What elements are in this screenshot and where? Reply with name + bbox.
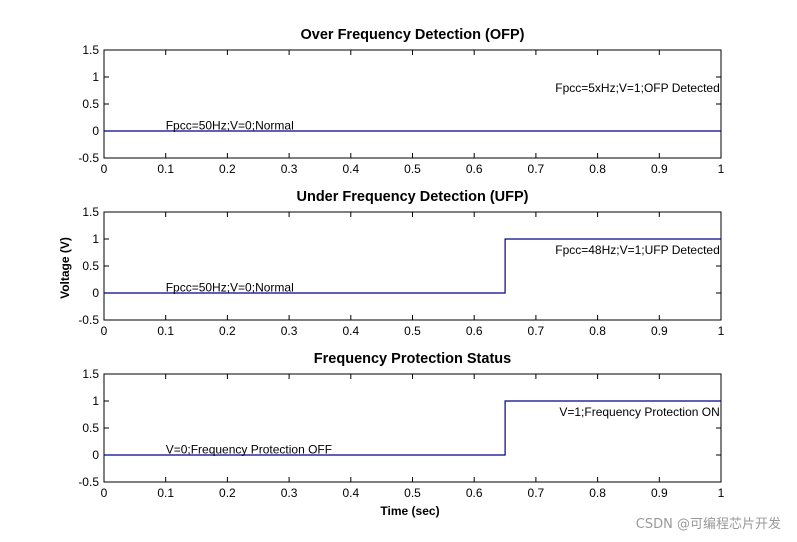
x-tick-label: 1 xyxy=(718,324,725,338)
x-tick-label: 0.1 xyxy=(157,324,174,338)
x-tick-label: 0 xyxy=(101,162,108,176)
y-tick-label: -0.5 xyxy=(78,151,99,165)
x-tick-label: 0.1 xyxy=(157,486,174,500)
annotation-label: Fpcc=5xHz;V=1;OFP Detected xyxy=(555,81,720,95)
y-tick-label: -0.5 xyxy=(78,475,99,489)
subplot-title: Over Frequency Detection (OFP) xyxy=(301,27,525,43)
x-tick-label: 0.9 xyxy=(651,162,668,176)
x-tick-label: 0.8 xyxy=(589,486,606,500)
annotation-label: V=0;Frequency Protection OFF xyxy=(166,443,332,457)
y-tick-label: -0.5 xyxy=(78,313,99,327)
annotation-label: Fpcc=50Hz;V=0;Normal xyxy=(166,119,294,133)
x-tick-label: 0 xyxy=(101,486,108,500)
subplot-3: Frequency Protection Status 0 0.1 0.2 0.3 0.4… xyxy=(78,351,724,500)
annotation-label: V=1;Frequency Protection ON xyxy=(559,405,719,419)
x-tick-label: 0.2 xyxy=(219,162,236,176)
x-tick-label: 0.3 xyxy=(281,324,298,338)
signal-line xyxy=(104,400,721,456)
y-tick-label: 0 xyxy=(92,286,99,300)
x-tick-label: 0.4 xyxy=(342,162,359,176)
x-tick-label: 0.7 xyxy=(528,162,545,176)
x-tick-label: 0.9 xyxy=(651,486,668,500)
subplot-1: Over Frequency Detection (OFP) 0 0.1 0.2 0.3… xyxy=(78,27,724,176)
y-tick-label: 0.5 xyxy=(82,421,99,435)
annotation-label: Fpcc=50Hz;V=0;Normal xyxy=(166,281,294,295)
x-tick-label: 0.4 xyxy=(342,324,359,338)
x-axis-label: Time (sec) xyxy=(380,504,439,518)
x-tick-label: 1 xyxy=(718,486,725,500)
y-tick-label: 0.5 xyxy=(82,259,99,273)
y-tick-label: 1 xyxy=(92,232,99,246)
axes-box xyxy=(103,373,722,483)
x-tick-label: 0.6 xyxy=(466,162,483,176)
x-tick-label: 0.3 xyxy=(281,486,298,500)
x-tick-label: 0.5 xyxy=(404,162,421,176)
x-tick-label: 0.8 xyxy=(589,324,606,338)
x-tick-label: 0.4 xyxy=(342,486,359,500)
x-tick-label: 0.7 xyxy=(528,324,545,338)
x-tick-label: 0.9 xyxy=(651,324,668,338)
x-tick-label: 0.5 xyxy=(404,486,421,500)
x-tick-label: 0.8 xyxy=(589,162,606,176)
subplot-title: Under Frequency Detection (UFP) xyxy=(296,189,528,205)
y-tick-label: 1 xyxy=(92,70,99,84)
x-tick-label: 0.6 xyxy=(466,486,483,500)
x-tick-label: 0.5 xyxy=(404,324,421,338)
axes-box xyxy=(103,211,722,321)
y-axis-label: Voltage (V) xyxy=(58,237,72,299)
y-tick-label: 0.5 xyxy=(82,97,99,111)
x-tick-label: 0.6 xyxy=(466,324,483,338)
y-tick-label: 1.5 xyxy=(82,205,99,219)
subplot-title: Frequency Protection Status xyxy=(314,351,511,367)
x-tick-label: 0.7 xyxy=(528,486,545,500)
y-tick-label: 0 xyxy=(92,124,99,138)
x-tick-label: 0.1 xyxy=(157,162,174,176)
signal-line xyxy=(104,238,721,294)
x-tick-label: 0 xyxy=(101,324,108,338)
x-tick-label: 0.2 xyxy=(219,486,236,500)
watermark-text: CSDN @可编程芯片开发 xyxy=(636,516,781,532)
y-tick-label: 1.5 xyxy=(82,43,99,57)
y-tick-label: 0 xyxy=(92,448,99,462)
y-tick-label: 1 xyxy=(92,394,99,408)
annotation-label: Fpcc=48Hz;V=1;UFP Detected xyxy=(555,243,720,257)
axes-box xyxy=(103,49,722,159)
y-tick-label: 1.5 xyxy=(82,367,99,381)
x-tick-label: 0.2 xyxy=(219,324,236,338)
subplot-2: Under Frequency Detection (UFP) 0 0.1 0.2 0.… xyxy=(78,189,724,338)
x-tick-label: 0.3 xyxy=(281,162,298,176)
x-tick-label: 1 xyxy=(718,162,725,176)
